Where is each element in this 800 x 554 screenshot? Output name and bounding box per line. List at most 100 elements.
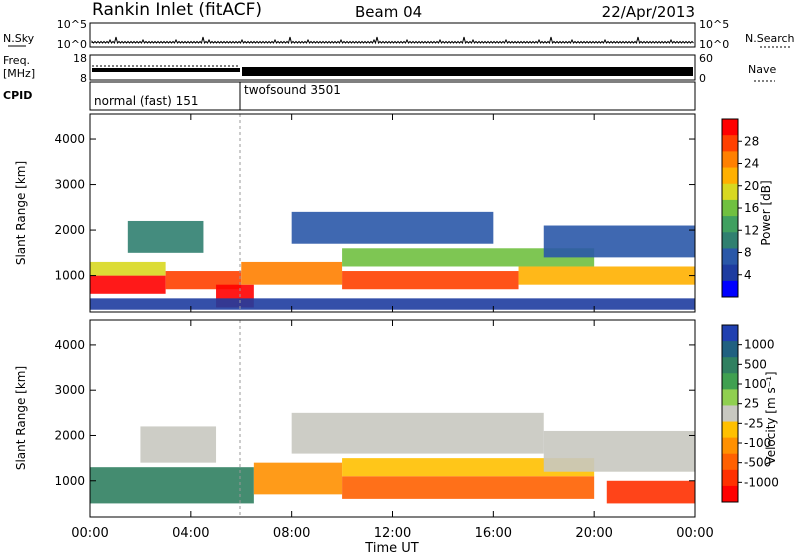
noise-panel-frame	[89, 22, 696, 48]
velocity-colorbar-label-4: -25	[744, 416, 764, 430]
cpid-panel-frame	[89, 81, 696, 111]
time-x-axis: 00:00 04:00 08:00 12:00 16:00 20:00 00:00	[71, 114, 714, 541]
velocity-colorbar-swatch-6	[722, 421, 738, 439]
velocity-colorbar-label-6: -500	[744, 456, 771, 470]
cpid-mode-normal: normal (fast) 151	[94, 94, 198, 108]
power-colorbar-label-1: 24	[744, 157, 759, 171]
xtick-label-4: 16:00	[475, 526, 512, 541]
velocity-band-7	[606, 480, 695, 504]
velocity-colorbar-swatch-9	[722, 469, 738, 487]
power-colorbar-swatch-7	[722, 232, 738, 249]
velocity-ytick-label-3: 4000	[54, 338, 85, 352]
velocity-colorbar-label-1: 500	[744, 357, 767, 371]
power-y-axis: 1000 2000 3000 4000	[54, 132, 695, 283]
freq-tick-top: 18	[73, 52, 87, 65]
power-colorbar-swatch-6	[722, 216, 738, 233]
velocity-colorbar-label-2: 100	[744, 377, 767, 391]
power-colorbar-swatch-0	[722, 119, 738, 136]
power-colorbar-swatch-1	[722, 135, 738, 152]
power-band-2	[127, 220, 204, 253]
time-x-axis-title: Time UT	[364, 541, 418, 554]
power-band-5	[241, 261, 343, 285]
noise-left-tick-top: 10^5	[57, 18, 87, 31]
freq-tick-bottom: 8	[80, 72, 87, 85]
xtick-label-3: 12:00	[374, 526, 411, 541]
velocity-band-2	[253, 462, 343, 495]
velocity-colorbar-swatch-3	[722, 373, 738, 390]
velocity-colorbar-label-5: -100	[744, 436, 771, 450]
power-colorbar-label-0: 28	[744, 134, 759, 148]
power-colorbar-swatch-9	[722, 264, 738, 282]
power-colorbar-swatch-2	[722, 151, 738, 169]
power-colorbar: 28 24 20 16 12 8 4	[721, 118, 759, 298]
power-band-7	[342, 271, 519, 290]
velocity-colorbar-swatch-8	[722, 453, 738, 471]
freq-label-1: Freq.	[3, 54, 30, 67]
power-data-layer	[90, 211, 695, 310]
power-band-11	[90, 298, 695, 310]
power-band-1	[90, 261, 166, 276]
xtick-label-0: 00:00	[71, 526, 108, 541]
power-colorbar-swatch-10	[722, 280, 738, 298]
power-band-8	[342, 248, 595, 267]
velocity-colorbar-frame	[721, 324, 739, 503]
velocity-band-6	[543, 430, 695, 472]
power-band-9	[518, 266, 695, 285]
power-band-6	[291, 211, 494, 244]
xtick-label-2: 08:00	[273, 526, 310, 541]
velocity-band-0	[90, 467, 254, 504]
velocity-data-layer	[90, 412, 695, 504]
velocity-ytick-label-1: 2000	[54, 428, 85, 442]
noise-left-tick-bottom: 10^0	[57, 38, 87, 51]
power-colorbar-label-3: 16	[744, 201, 759, 215]
xtick-label-6: 00:00	[676, 526, 713, 541]
velocity-ytick-label-0: 1000	[54, 474, 85, 488]
velocity-band-5	[342, 458, 595, 477]
power-colorbar-swatch-8	[722, 248, 738, 266]
nave-tick-top: 60	[699, 52, 713, 65]
freq-trace-late	[242, 67, 693, 76]
velocity-colorbar-swatch-2	[722, 357, 738, 374]
noise-right-tick-top: 10^5	[699, 18, 729, 31]
power-y-axis-title: Slant Range [km]	[14, 161, 28, 265]
noise-sky-label: N.Sky	[3, 32, 35, 45]
velocity-colorbar-label-0: 1000	[744, 338, 775, 352]
velocity-panel: 1000 2000 3000 4000 Slant Range [km] 1000 50…	[14, 319, 779, 518]
power-band-10	[543, 225, 695, 258]
velocity-colorbar-label-7: -1000	[744, 475, 779, 489]
velocity-colorbar: 1000 500 100 25 -25 -100 -500 -1000	[721, 324, 779, 503]
power-colorbar-label-6: 4	[744, 268, 752, 282]
velocity-y-axis: 1000 2000 3000 4000	[54, 338, 695, 488]
power-ytick-label-3: 4000	[54, 132, 85, 146]
cpid-panel: CPID normal (fast) 151 twofsound 3501	[3, 81, 696, 111]
beam-label: Beam 04	[355, 3, 422, 21]
xtick-label-5: 20:00	[575, 526, 612, 541]
freq-label-2: [MHz]	[3, 67, 35, 80]
power-colorbar-swatch-5	[722, 199, 738, 217]
velocity-y-axis-title: Slant Range [km]	[14, 366, 28, 470]
cpid-label: CPID	[3, 89, 32, 102]
velocity-colorbar-title: Velocity [m s⁻¹]	[764, 371, 778, 464]
velocity-colorbar-swatch-0	[722, 325, 738, 342]
power-band-0	[90, 275, 166, 294]
cpid-mode-twofsound: twofsound 3501	[244, 83, 341, 97]
station-title: Rankin Inlet (fitACF)	[92, 0, 262, 20]
power-ytick-label-2: 3000	[54, 178, 85, 192]
velocity-ytick-label-2: 3000	[54, 383, 85, 397]
velocity-colorbar-swatch-5	[722, 405, 738, 423]
velocity-colorbar-swatch-10	[722, 485, 738, 503]
velocity-band-1	[140, 426, 217, 463]
power-colorbar-label-5: 8	[744, 246, 752, 260]
freq-panel: Freq. [MHz] 18 8 60 0 Nave	[3, 52, 776, 85]
power-colorbar-label-4: 12	[744, 223, 759, 237]
power-colorbar-swatch-3	[722, 167, 738, 185]
freq-panel-frame	[89, 54, 696, 81]
noise-right-tick-bottom: 10^0	[699, 38, 729, 51]
power-colorbar-label-2: 20	[744, 179, 759, 193]
velocity-colorbar-swatch-7	[722, 437, 738, 455]
velocity-band-4	[342, 476, 595, 499]
noise-panel: N.Sky 10^5 10^0 10^5 10^0 N.Search	[3, 18, 795, 51]
noise-search-label: N.Search	[745, 32, 795, 45]
velocity-colorbar-swatch-1	[722, 341, 738, 358]
